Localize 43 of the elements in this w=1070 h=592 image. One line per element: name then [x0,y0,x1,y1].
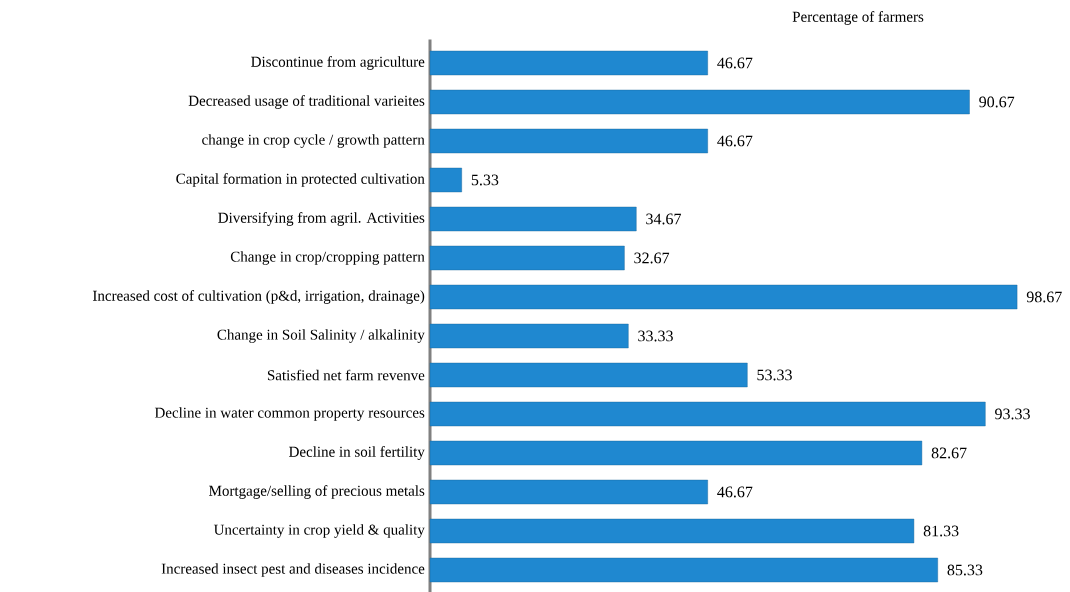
data-label: 81.33 [923,525,959,537]
y-tick-label: Increased insect pest and diseases incidence [161,563,425,577]
y-tick-label: Change in crop/cropping pattern [230,251,425,265]
data-label: 46.67 [717,486,753,498]
y-tick-label: Decreased usage of traditional varieites [188,95,425,109]
data-label: 46.67 [717,57,753,69]
data-label: 5.33 [471,174,499,186]
bar [429,557,938,583]
y-tick-label: Satisfied net farm revenve [267,369,425,381]
y-tick-label: Diversifying from agril. Activities [218,212,425,226]
bar [429,167,462,193]
data-label: 85.33 [947,564,983,576]
y-tick-label: Decline in water common property resources [154,407,425,421]
y-tick-label: Mortgage/selling of precious metals [209,485,425,499]
data-label: 32.67 [634,252,670,264]
data-label: 98.67 [1026,291,1062,303]
bar [429,89,970,115]
bar [429,479,708,505]
bar [429,284,1018,310]
y-tick-label: Capital formation in protected cultivation [176,173,425,187]
data-label: 34.67 [646,213,682,225]
chart-title: Percentage of farmers [792,11,924,25]
bar [429,401,986,427]
y-tick-label: Increased cost of cultivation (p&d, irrigation, drainage) [92,290,425,304]
data-label: 82.67 [931,447,967,459]
bar [429,440,923,466]
bar [429,518,915,544]
y-tick-label: Discontinue from agriculture [251,56,425,70]
bar [429,362,748,388]
y-tick-label: Decline in soil fertility [289,446,425,460]
data-label: 46.67 [717,135,753,147]
bar [429,50,708,76]
bar [429,245,625,271]
y-tick-label: change in crop cycle / growth pattern [202,134,425,148]
data-label: 33.33 [638,330,673,342]
y-tick-label: Uncertainty in crop yield & quality [213,524,425,538]
bar [429,323,629,349]
data-label: 53.33 [757,369,792,381]
y-tick-label: Change in Soil Salinity / alkalinity [217,329,425,343]
data-label: 90.67 [979,96,1015,108]
bar [429,128,708,154]
bar [429,206,637,232]
data-label: 93.33 [995,408,1030,420]
